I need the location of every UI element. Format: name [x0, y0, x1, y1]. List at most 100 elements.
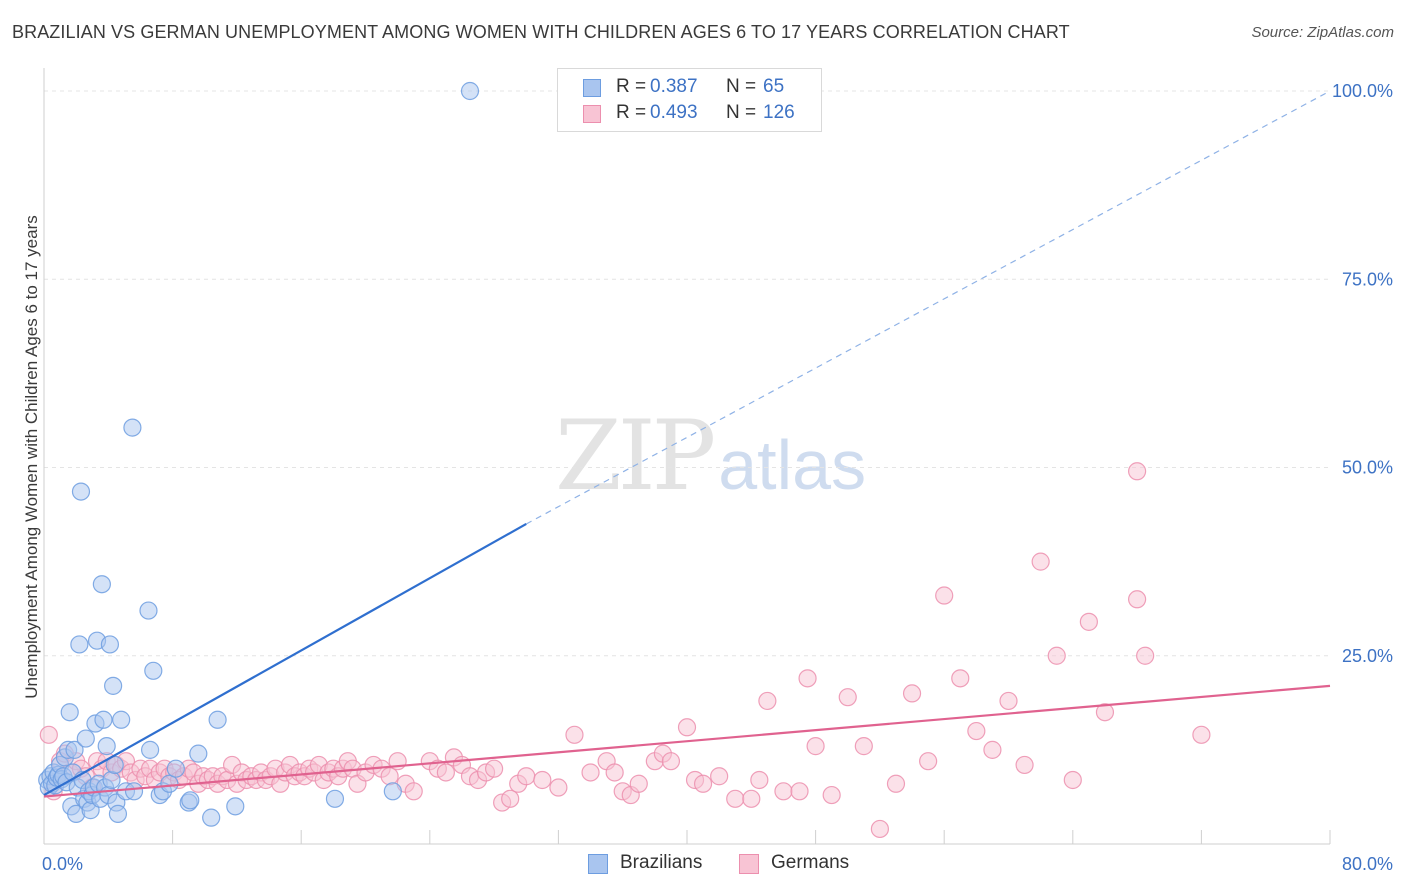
data-point-germans	[710, 767, 729, 786]
data-point-brazilians	[94, 710, 113, 729]
correlation-legend: R = 0.387 N = 65 R = 0.493 N = 126	[557, 68, 822, 132]
data-point-germans	[935, 586, 954, 605]
legend-n-value: 126	[763, 102, 795, 123]
data-point-brazilians	[160, 774, 179, 793]
data-point-brazilians	[144, 661, 163, 680]
y-tick-label: 75.0%	[1342, 269, 1393, 289]
bottom-legend-swatch-brazilians	[588, 854, 608, 874]
source-credit: Source: ZipAtlas.com	[1251, 24, 1394, 41]
trendline-brazilians	[43, 523, 527, 797]
data-point-brazilians	[208, 710, 227, 729]
data-point-germans	[436, 763, 455, 782]
data-point-germans	[380, 767, 399, 786]
data-point-germans	[404, 782, 423, 801]
data-point-brazilians	[460, 81, 480, 101]
chart-title: BRAZILIAN VS GERMAN UNEMPLOYMENT AMONG W…	[12, 22, 1070, 42]
data-point-germans	[1031, 552, 1050, 571]
data-point-germans	[774, 782, 793, 801]
data-point-brazilians	[383, 782, 402, 801]
data-point-germans	[1015, 755, 1034, 775]
data-point-germans	[1063, 770, 1082, 790]
data-point-germans	[1079, 612, 1098, 631]
data-point-brazilians	[100, 635, 120, 654]
data-point-germans	[629, 774, 648, 793]
data-point-brazilians	[108, 804, 128, 823]
data-point-brazilians	[124, 782, 144, 801]
bottom-legend-label-brazilians: Brazilians	[620, 852, 703, 873]
legend-r-value: 0.387	[650, 76, 698, 97]
data-point-germans	[581, 763, 600, 782]
data-point-brazilians	[112, 710, 131, 729]
data-point-germans	[533, 770, 552, 790]
bottom-legend-swatch-germans	[739, 854, 759, 874]
data-point-brazilians	[166, 759, 185, 778]
data-point-germans	[1136, 646, 1155, 665]
watermark: ZIPatlas	[555, 400, 866, 512]
y-tick-label: 25.0%	[1342, 646, 1393, 666]
data-point-germans	[1127, 590, 1147, 609]
legend-r-label: R =	[616, 102, 647, 123]
data-point-germans	[886, 774, 906, 793]
data-point-germans	[39, 725, 58, 744]
watermark-zip: ZIP	[555, 400, 716, 512]
data-point-brazilians	[181, 791, 200, 810]
data-point-germans	[501, 789, 520, 808]
legend-n-label: N =	[726, 102, 757, 123]
data-point-germans	[1127, 462, 1147, 481]
data-point-germans	[838, 688, 857, 707]
y-tick-label: 50.0%	[1342, 458, 1393, 478]
trendline-germans	[43, 684, 1331, 798]
data-point-brazilians	[123, 418, 142, 437]
bottom-legend-label-germans: Germans	[771, 852, 850, 873]
data-point-brazilians	[139, 601, 158, 620]
data-point-brazilians	[189, 744, 208, 763]
data-point-germans	[677, 718, 697, 737]
data-point-germans	[1047, 646, 1066, 665]
data-point-brazilians	[71, 482, 91, 501]
data-point-germans	[565, 725, 584, 744]
legend-n-label: N =	[726, 76, 757, 97]
data-point-brazilians	[102, 770, 121, 790]
trendline-brazilians-extension	[525, 90, 1331, 525]
x-tick-label: 80.0%	[1342, 854, 1393, 874]
data-point-brazilians	[60, 703, 79, 722]
data-point-germans	[999, 691, 1018, 711]
data-point-germans	[919, 752, 938, 771]
y-tick-label: 100.0%	[1332, 81, 1393, 101]
data-point-germans	[549, 778, 568, 797]
data-point-brazilians	[140, 740, 160, 759]
data-point-germans	[605, 763, 624, 782]
data-point-germans	[854, 737, 873, 756]
y-axis-label: Unemployment Among Women with Children A…	[22, 215, 41, 699]
data-point-germans	[951, 669, 970, 688]
data-point-germans	[870, 819, 890, 839]
data-point-brazilians	[76, 729, 95, 748]
data-point-germans	[967, 721, 986, 741]
data-point-germans	[798, 669, 817, 688]
data-point-germans	[1095, 703, 1115, 722]
data-point-brazilians	[70, 635, 89, 654]
data-point-brazilians	[65, 740, 84, 759]
data-point-brazilians	[104, 676, 123, 695]
data-point-germans	[790, 782, 809, 801]
data-point-brazilians	[325, 789, 345, 808]
data-point-germans	[1192, 725, 1211, 744]
data-point-brazilians	[97, 737, 116, 756]
data-point-germans	[726, 789, 745, 808]
legend-swatch-germans	[583, 105, 601, 123]
y-axis-label-wrap: Unemployment Among Women with Children A…	[18, 172, 46, 742]
data-point-germans	[806, 737, 825, 756]
data-point-brazilians	[202, 808, 221, 827]
data-point-germans	[758, 691, 777, 711]
data-point-brazilians	[92, 575, 111, 594]
data-point-germans	[902, 684, 922, 703]
data-point-germans	[693, 774, 713, 793]
data-point-germans	[517, 767, 536, 786]
data-point-germans	[485, 759, 504, 778]
legend-r-label: R =	[616, 76, 647, 97]
data-point-brazilians	[226, 797, 245, 816]
watermark-atlas: atlas	[718, 426, 867, 504]
data-point-germans	[750, 770, 769, 790]
legend-r-value: 0.493	[650, 102, 698, 123]
